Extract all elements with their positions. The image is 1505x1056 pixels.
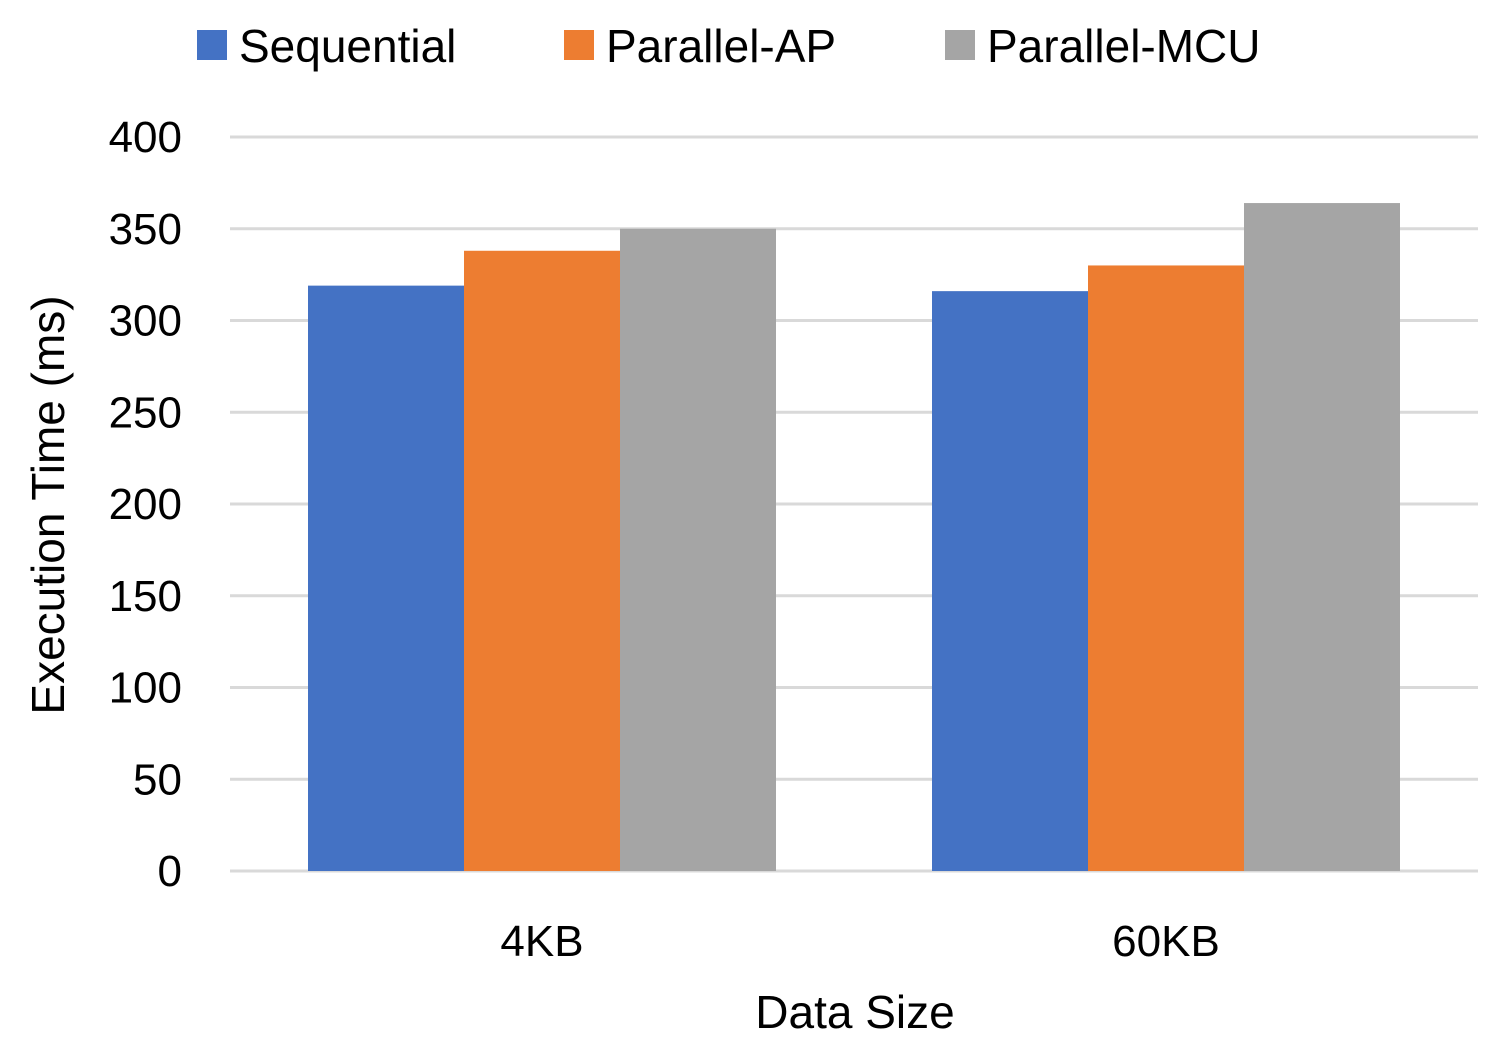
y-axis-ticks: 0 50 100 150 200 250 300 350 400 xyxy=(109,113,182,896)
y-tick-label: 300 xyxy=(109,297,182,346)
legend-label-sequential: Sequential xyxy=(239,20,456,72)
y-tick-label: 200 xyxy=(109,480,182,529)
bar-sequential-4kb xyxy=(308,285,464,871)
y-tick-label: 150 xyxy=(109,572,182,621)
x-axis-ticks: 4KB 60KB xyxy=(500,917,1219,966)
legend-label-parallel-mcu: Parallel-MCU xyxy=(987,20,1260,72)
bar-parallel-ap-60kb xyxy=(1088,265,1244,871)
x-tick-label: 60KB xyxy=(1112,917,1220,966)
y-axis-title: Execution Time (ms) xyxy=(22,295,74,714)
y-tick-label: 400 xyxy=(109,113,182,162)
y-tick-label: 50 xyxy=(133,755,182,804)
legend-label-parallel-ap: Parallel-AP xyxy=(606,20,836,72)
legend: Sequential Parallel-AP Parallel-MCU xyxy=(197,20,1260,72)
legend-swatch-sequential xyxy=(197,30,227,60)
legend-swatch-parallel-mcu xyxy=(945,30,975,60)
x-tick-label: 4KB xyxy=(500,917,583,966)
bar-sequential-60kb xyxy=(932,291,1088,871)
bar-parallel-mcu-60kb xyxy=(1244,203,1400,871)
y-tick-label: 350 xyxy=(109,205,182,254)
y-tick-label: 250 xyxy=(109,388,182,437)
x-axis-title: Data Size xyxy=(755,986,954,1038)
bars xyxy=(308,203,1400,871)
y-tick-label: 100 xyxy=(109,664,182,713)
legend-swatch-parallel-ap xyxy=(564,30,594,60)
bar-parallel-mcu-4kb xyxy=(620,228,776,871)
y-tick-label: 0 xyxy=(158,847,182,896)
bar-parallel-ap-4kb xyxy=(464,250,620,871)
